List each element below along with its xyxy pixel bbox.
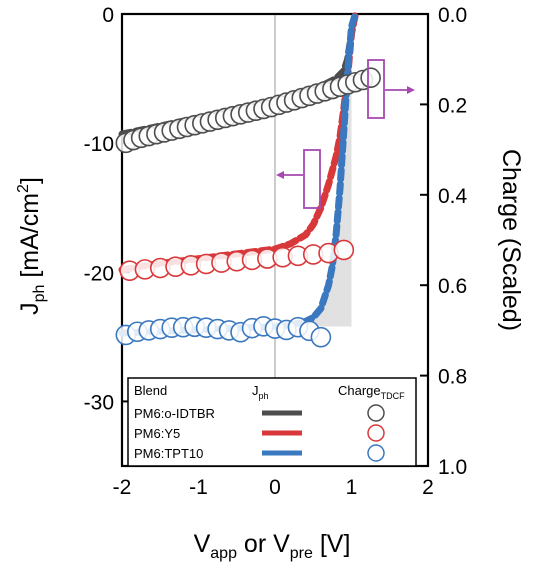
x-label-sub1: app [210,545,237,562]
legend-jph-sub: ph [259,391,269,401]
charge-point [333,239,355,261]
y-left-tick-label: 0 [102,4,114,27]
y-right-tick-label: 0.0 [438,4,467,27]
x-label-mid: or V [237,530,290,558]
arrow-left-icon [276,171,284,179]
legend-col-blend: Blend [134,383,167,398]
x-label-base: V [194,530,211,558]
legend: Blend Jph ChargeTDCF PM6:o-IDTBR PM6:Y5 PM… [127,377,417,467]
y-label-sub: ph [31,285,48,303]
y-label-end: [mA/cm [16,193,44,285]
x-axis-title: Vapp or Vpre [V] [194,530,351,562]
x-tick-label: -1 [189,476,208,499]
charge-point [360,67,381,89]
y-right-tick-label: 0.2 [438,94,467,117]
y-right-tick-label: 0.4 [438,185,468,208]
y-right-tick-label: 0.8 [438,366,467,389]
x-tick-label: 0 [269,476,281,499]
legend-circle-swatch [367,424,385,442]
shaded-region [275,26,352,327]
y-axis-title-left: Jph [mA/cm2] [15,177,48,315]
legend-jph-base: J [252,383,259,398]
legend-circle-swatch [367,404,385,422]
x-tick-label: 1 [346,476,358,499]
x-tick-label: 2 [422,476,434,499]
legend-entry-label: PM6:TPT10 [134,446,203,461]
legend-entry-label: PM6:o-IDTBR [134,406,215,421]
y-right-tick-label: 1.0 [438,456,467,479]
y-left-tick-label: -10 [84,133,114,156]
y-left-tick-label: -20 [84,262,114,285]
y-label-sup: 2 [15,184,32,193]
y-right-tick-label: 0.6 [438,275,467,298]
y-axis-title-right: Charge (Scaled) [497,149,525,331]
bracket-right [367,59,385,119]
y-left-tick-label: -30 [84,391,114,414]
legend-entry-label: PM6:Y5 [134,426,180,441]
arrow-right-icon [407,86,415,94]
legend-circle-swatch [367,444,385,462]
x-label-sub2: pre [290,545,313,562]
legend-col-jph: Jph [252,383,269,401]
y-label-close: ] [16,177,44,184]
x-tick-label: -2 [113,476,132,499]
y-label-base: J [16,302,44,315]
legend-col-charge: ChargeTDCF [338,383,405,401]
bracket-left [303,149,321,209]
x-label-end: [V] [313,530,351,558]
legend-charge-sub: TDCF [381,391,405,401]
charge-point [310,326,332,348]
legend-charge-base: Charge [338,383,381,398]
